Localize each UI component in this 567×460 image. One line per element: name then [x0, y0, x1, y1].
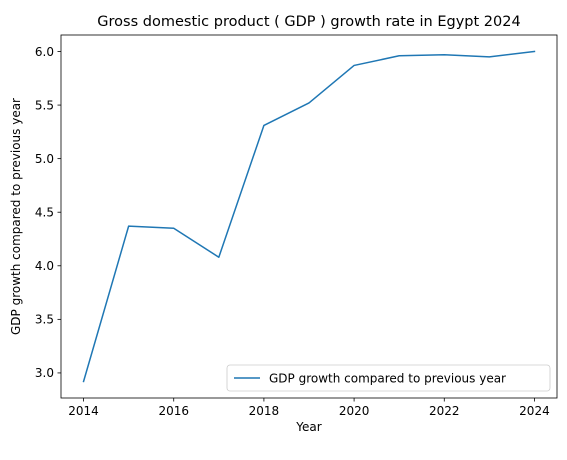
x-tick-label: 2018: [249, 404, 280, 418]
y-axis: 3.0 3.5 4.0 4.5 5.0 5.5 6.0: [35, 45, 61, 380]
chart-title: Gross domestic product ( GDP ) growth ra…: [97, 14, 520, 30]
y-tick-label: 4.0: [35, 259, 54, 273]
legend-label: GDP growth compared to previous year: [269, 371, 506, 385]
x-tick-label: 2020: [339, 404, 370, 418]
series-layer: [82, 50, 536, 383]
series-line-0: [82, 50, 536, 383]
y-tick-label: 5.5: [35, 98, 54, 112]
y-tick-label: 6.0: [35, 45, 54, 59]
plot-area: [60, 34, 558, 399]
x-tick-label: 2016: [158, 404, 189, 418]
x-axis-label: Year: [295, 420, 321, 434]
x-tick-label: 2022: [429, 404, 460, 418]
y-tick-label: 4.5: [35, 206, 54, 220]
legend: GDP growth compared to previous year: [226, 364, 551, 392]
legend-box: [226, 364, 551, 392]
y-tick-label: 3.0: [35, 366, 54, 380]
y-tick-label: 3.5: [35, 313, 54, 327]
y-tick-label: 5.0: [35, 152, 54, 166]
x-axis: 2014 2016 2018 2020 2022 2024: [68, 398, 550, 418]
x-tick-label: 2014: [68, 404, 99, 418]
y-axis-label: GDP growth compared to previous year: [9, 98, 23, 335]
x-tick-label: 2024: [519, 404, 550, 418]
